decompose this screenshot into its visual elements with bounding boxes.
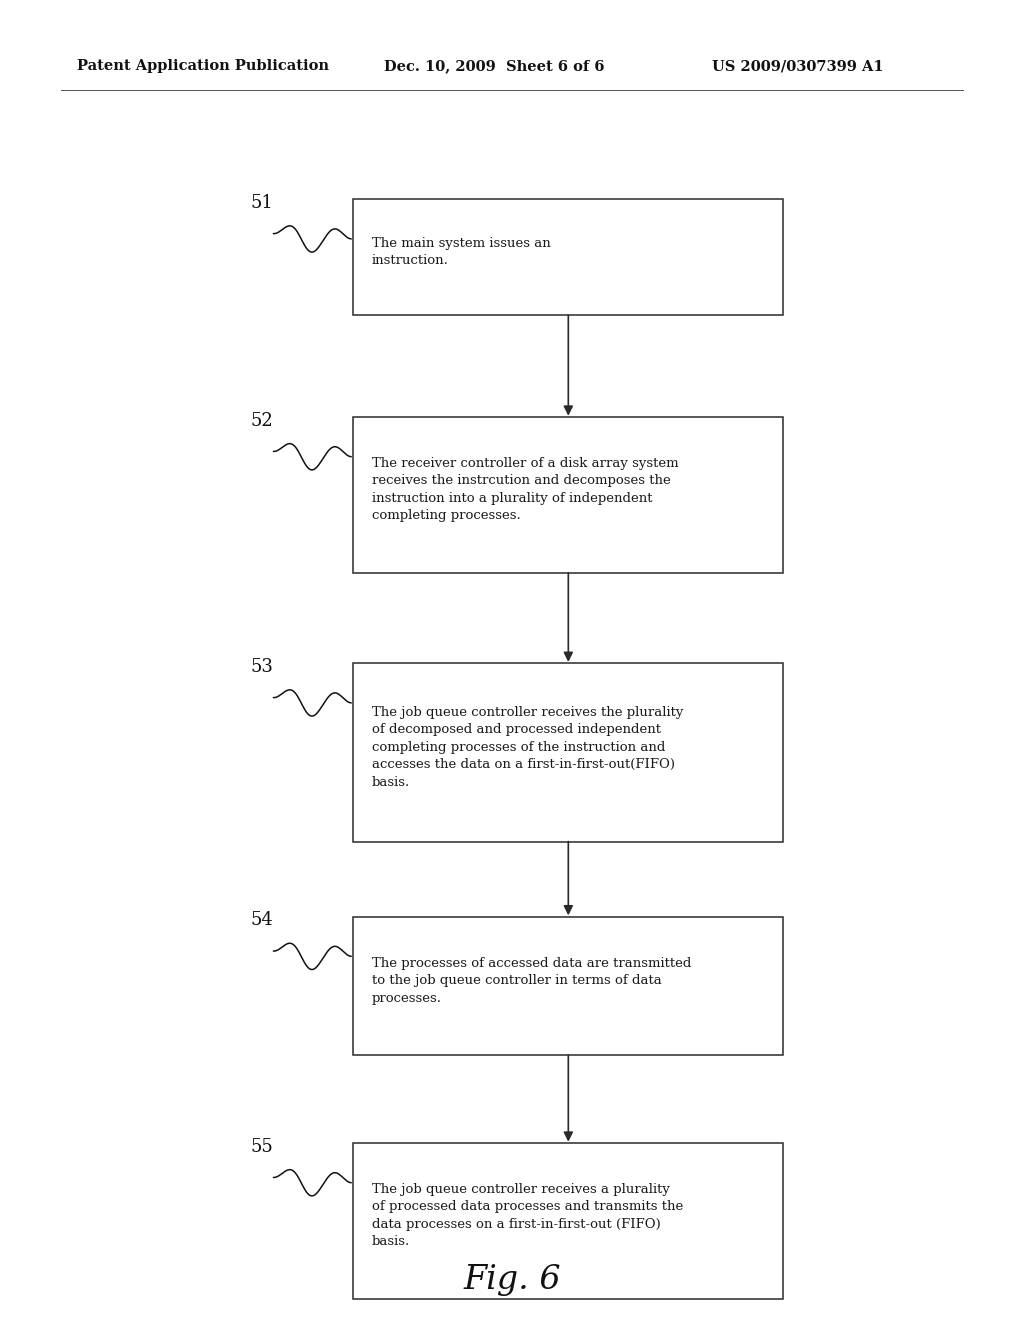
Text: The receiver controller of a disk array system
receives the instrcution and deco: The receiver controller of a disk array … — [372, 457, 678, 523]
Text: Patent Application Publication: Patent Application Publication — [77, 59, 329, 74]
Text: 53: 53 — [251, 659, 273, 676]
Text: Fig. 6: Fig. 6 — [463, 1265, 561, 1296]
Text: The processes of accessed data are transmitted
to the job queue controller in te: The processes of accessed data are trans… — [372, 957, 691, 1005]
Text: 51: 51 — [251, 194, 273, 213]
Text: The job queue controller receives a plurality
of processed data processes and tr: The job queue controller receives a plur… — [372, 1183, 683, 1249]
Text: Dec. 10, 2009  Sheet 6 of 6: Dec. 10, 2009 Sheet 6 of 6 — [384, 59, 604, 74]
Bar — [353, 916, 783, 1056]
Text: US 2009/0307399 A1: US 2009/0307399 A1 — [712, 59, 884, 74]
Text: 55: 55 — [251, 1138, 273, 1156]
Text: 52: 52 — [251, 412, 273, 430]
Bar — [353, 1143, 783, 1299]
Text: 54: 54 — [251, 911, 273, 929]
Text: The main system issues an
instruction.: The main system issues an instruction. — [372, 236, 551, 268]
Bar — [353, 199, 783, 315]
Bar — [353, 417, 783, 573]
Text: The job queue controller receives the plurality
of decomposed and processed inde: The job queue controller receives the pl… — [372, 706, 683, 788]
Bar — [353, 663, 783, 842]
